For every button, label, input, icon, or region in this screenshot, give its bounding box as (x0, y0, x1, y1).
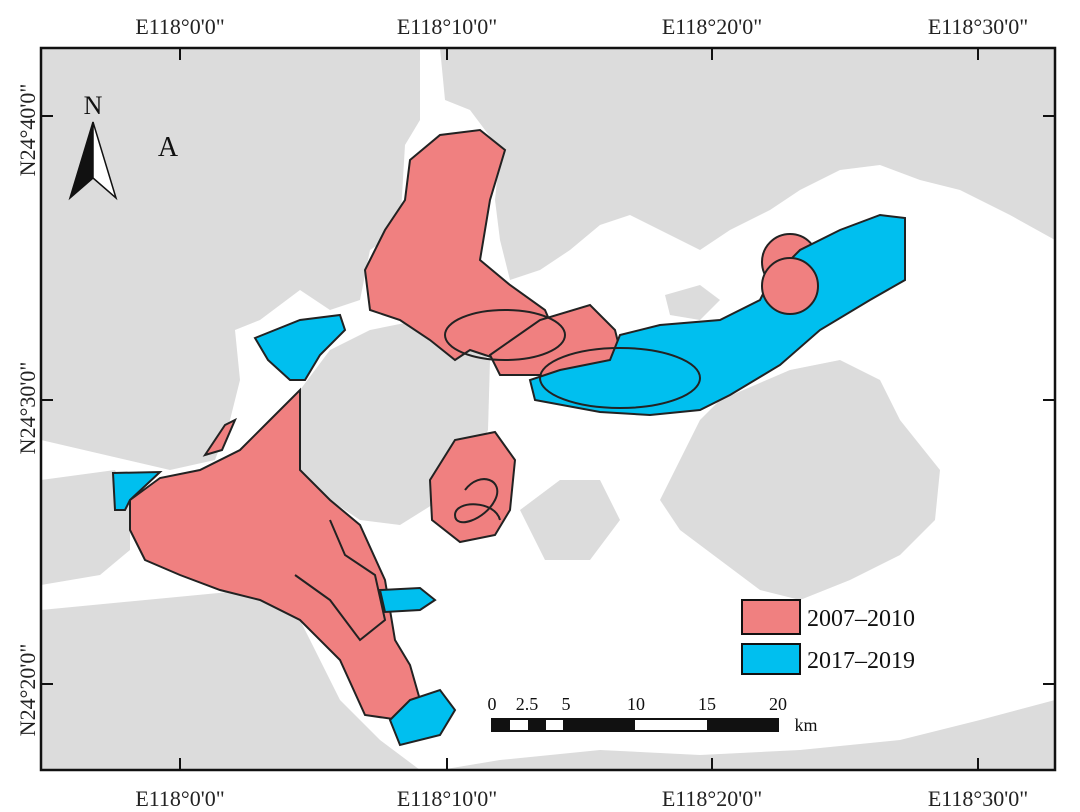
pink-east-blob (428, 430, 517, 544)
north-arrow-letter: N (84, 91, 103, 120)
land-sw-peninsula (41, 470, 130, 585)
land-ne-island (880, 70, 915, 120)
legend-label-2017-2019: 2017–2019 (807, 648, 915, 674)
contour-outlines (294, 309, 701, 642)
scale-tick-0: 0 (488, 694, 497, 714)
land-east-peninsula (660, 360, 940, 600)
land-west-mainland (41, 48, 420, 470)
scale-tick-5: 20 (769, 694, 787, 714)
legend-label-2007-2010: 2007–2010 (807, 606, 915, 632)
land-se-strip (440, 700, 1055, 770)
contour-loop-east-blob (453, 478, 501, 524)
panel-label: A (158, 132, 179, 163)
scale-bar: 0 2.5 5 10 15 20 km (488, 694, 818, 735)
land-south-island (520, 480, 620, 560)
scale-tick-1: 2.5 (516, 694, 539, 714)
north-arrow-icon (68, 121, 118, 201)
contour-southwest-line (294, 519, 387, 642)
graticule-ticks (41, 48, 1055, 770)
layer-2017-2019 (111, 213, 906, 747)
contour-ellipse-north (444, 309, 566, 361)
pink-east-circle-overlay (761, 257, 820, 315)
top-lon-label-0: E118°0'0" (135, 14, 225, 39)
top-lon-label-3: E118°30'0" (927, 14, 1029, 39)
pink-southwest-band (129, 387, 422, 722)
scale-unit: km (794, 715, 817, 735)
scale-tick-3: 10 (627, 694, 645, 714)
pink-west-sliver (202, 417, 238, 457)
legend: 2007–2010 2017–2019 (741, 599, 915, 675)
legend-swatch-2017-2019 (741, 643, 801, 675)
contour-ellipse-channel (539, 347, 701, 409)
scale-tick-4: 15 (698, 694, 716, 714)
blue-south-patch (378, 586, 437, 614)
land-south-mainland (41, 590, 420, 770)
legend-swatch-2007-2010 (741, 599, 801, 635)
top-lon-label-2: E118°20'0" (661, 14, 763, 39)
land-layer (41, 48, 1055, 770)
land-channel-island (665, 285, 720, 320)
top-lon-label-1: E118°10'0" (396, 14, 498, 39)
blue-southeast-patch (388, 688, 457, 747)
map-frame (39, 46, 1057, 772)
scale-tick-2: 5 (562, 694, 571, 714)
blue-west-patch (253, 313, 347, 381)
blue-sw-patch (111, 470, 163, 511)
